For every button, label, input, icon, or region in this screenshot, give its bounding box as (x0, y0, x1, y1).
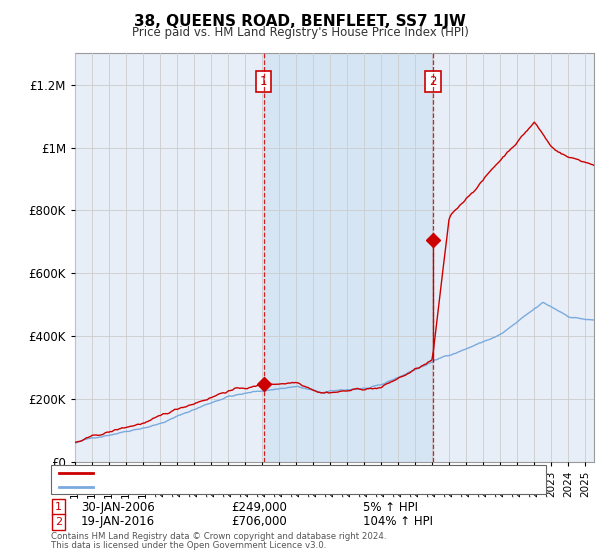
Text: 1: 1 (55, 502, 62, 512)
Text: £249,000: £249,000 (231, 501, 287, 514)
Text: This data is licensed under the Open Government Licence v3.0.: This data is licensed under the Open Gov… (51, 541, 326, 550)
Text: 5% ↑ HPI: 5% ↑ HPI (363, 501, 418, 514)
Text: 19-JAN-2016: 19-JAN-2016 (81, 515, 155, 529)
Text: 2: 2 (55, 517, 62, 527)
Text: HPI: Average price, detached house, Castle Point: HPI: Average price, detached house, Cast… (96, 482, 351, 492)
Text: 30-JAN-2006: 30-JAN-2006 (81, 501, 155, 514)
Text: £706,000: £706,000 (231, 515, 287, 529)
Text: Price paid vs. HM Land Registry's House Price Index (HPI): Price paid vs. HM Land Registry's House … (131, 26, 469, 39)
Text: 2: 2 (430, 75, 437, 88)
Text: 104% ↑ HPI: 104% ↑ HPI (363, 515, 433, 529)
Bar (263, 53, 433, 462)
Text: 1: 1 (260, 75, 267, 88)
Text: 38, QUEENS ROAD, BENFLEET, SS7 1JW (detached house): 38, QUEENS ROAD, BENFLEET, SS7 1JW (deta… (96, 468, 396, 478)
Text: 38, QUEENS ROAD, BENFLEET, SS7 1JW: 38, QUEENS ROAD, BENFLEET, SS7 1JW (134, 14, 466, 29)
Text: Contains HM Land Registry data © Crown copyright and database right 2024.: Contains HM Land Registry data © Crown c… (51, 532, 386, 541)
